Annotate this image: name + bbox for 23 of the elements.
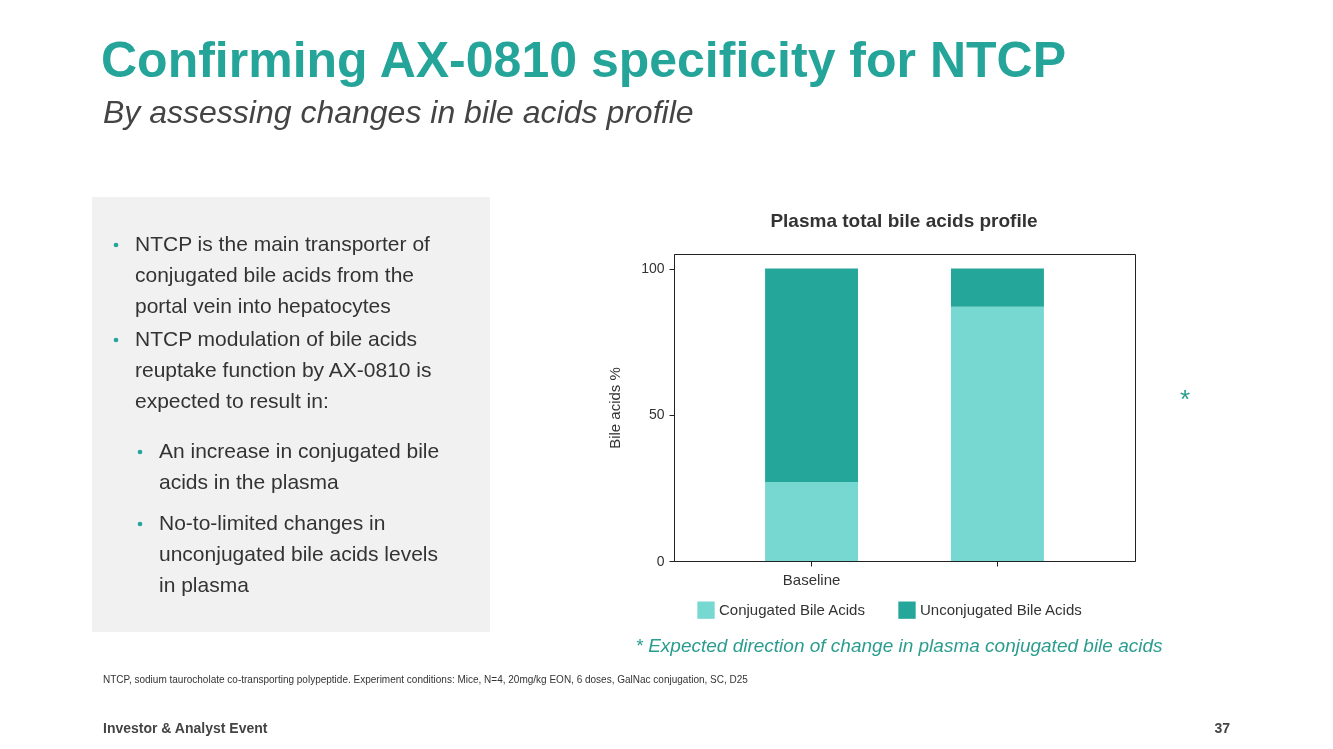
bar [765, 482, 859, 561]
y-tick-label: 0 [656, 552, 665, 569]
bar [950, 268, 1044, 307]
legend-label: Unconjugated Bile Acids [920, 601, 1082, 619]
bar [765, 268, 859, 483]
text: NTCP is the main transporter of conjugated bile acids from the portal vein into hepatocytes [135, 232, 431, 317]
x-tick-label: Baseline [782, 570, 841, 588]
y-axis-title: Bile acids % [606, 367, 624, 449]
y-tick-label: 100 [641, 260, 665, 277]
text: NTCP modulation of bile acids reuptake function by AX-0810 is expected to result in: [135, 327, 432, 412]
bar [950, 306, 1044, 561]
text: An increase in conjugated bile acids in the plasma [159, 439, 440, 493]
text: 37 [1214, 720, 1231, 736]
y-tick-label: 50 [648, 406, 665, 423]
legend-label: Conjugated Bile Acids [719, 601, 865, 619]
text: Confirming AX-0810 specificity for NTCP [101, 32, 1066, 88]
text: * [1179, 384, 1191, 414]
text: * Expected direction of change in plasma conjugated bile acids [635, 635, 1164, 656]
text: Investor & Analyst Event [103, 720, 268, 736]
text: By assessing changes in bile acids profile [103, 94, 694, 130]
chart-title: Plasma total bile acids profile [770, 210, 1038, 231]
text: No-to-limited changes in unconjugated bile acids levels in plasma [159, 511, 439, 596]
text: NTCP, sodium taurocholate co-transporting polypeptide. Experiment conditions: Mice, N=4, 20mg/kg EON, 6 doses, GalNac conjugation, SC, D25 [103, 674, 749, 685]
